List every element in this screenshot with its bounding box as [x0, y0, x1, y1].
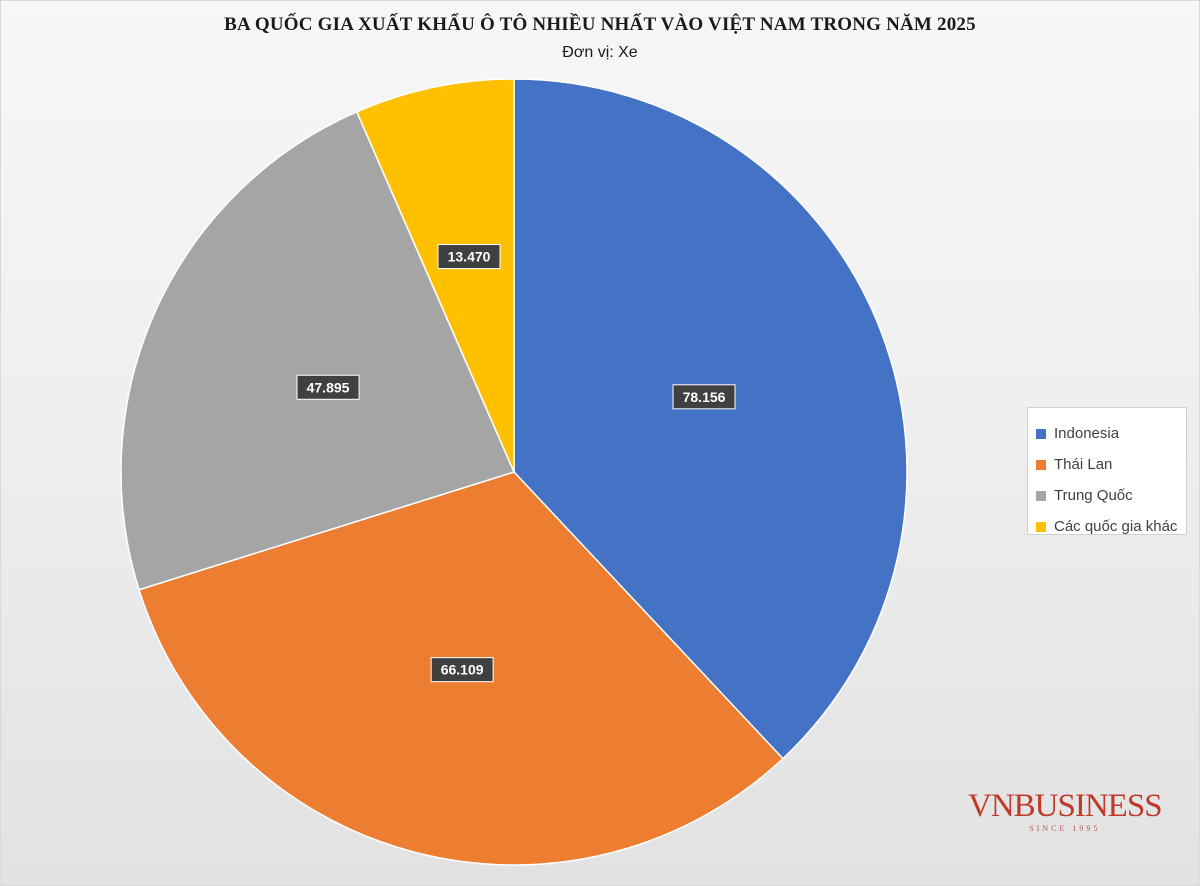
data-label: 13.470: [437, 244, 501, 270]
legend-item-indonesia: Indonesia: [1036, 418, 1186, 449]
slice-trung-quoc: [120, 110, 516, 591]
slice-cac-quoc-gia-khac: [355, 78, 515, 473]
chart-title: BA QUỐC GIA XUẤT KHẨU Ô TÔ NHIỀU NHẤT VÀ…: [224, 14, 976, 35]
chart-legend: Indonesia Thái Lan Trung Quốc Các quốc g…: [1027, 407, 1187, 535]
data-label-box: [672, 384, 736, 410]
logo-text: VNBUSINESS: [968, 788, 1163, 824]
data-label-text: 78.156: [683, 389, 726, 405]
data-label-text: 66.109: [441, 662, 484, 678]
legend-swatch: [1036, 428, 1046, 439]
data-label: 78.156: [672, 384, 736, 410]
legend-label: Thái Lan: [1054, 456, 1113, 473]
legend-swatch: [1036, 459, 1046, 470]
legend-label: Indonesia: [1054, 425, 1120, 442]
chart-subtitle: Đơn vị: Xe: [562, 44, 638, 61]
legend-item-thai-lan: Thái Lan: [1036, 449, 1186, 480]
data-label-text: 47.895: [307, 379, 350, 395]
legend-label: Các quốc gia khác: [1054, 518, 1178, 535]
legend-swatch: [1036, 490, 1046, 501]
legend-item-cac-quoc-gia-khac: Các quốc gia khác: [1036, 511, 1186, 542]
data-label-box: [296, 374, 360, 400]
legend-swatch: [1036, 521, 1046, 532]
data-label: 66.109: [430, 657, 494, 683]
data-label-box: [430, 657, 494, 683]
data-label-text: 13.470: [448, 249, 491, 265]
legend-item-trung-quoc: Trung Quốc: [1036, 480, 1186, 511]
slice-indonesia: [513, 78, 908, 760]
data-label: 47.895: [296, 374, 360, 400]
data-label-box: [437, 244, 501, 270]
logo-since: SINCE 1995: [1029, 824, 1101, 833]
vnbusiness-logo: VNBUSINESS SINCE 1995: [968, 788, 1163, 834]
legend-label: Trung Quốc: [1054, 487, 1133, 504]
